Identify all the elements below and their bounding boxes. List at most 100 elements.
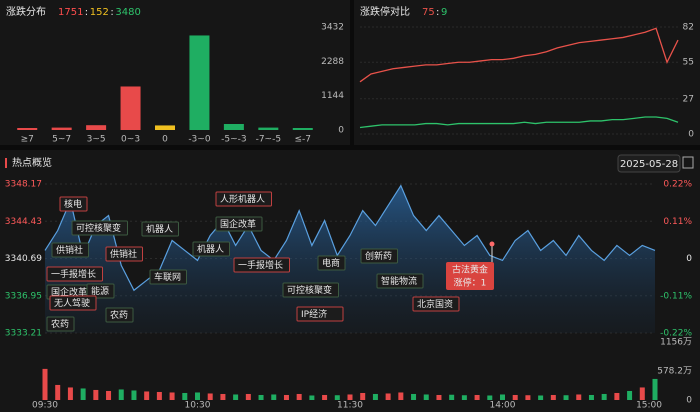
line xyxy=(359,27,679,83)
tag-label: 车联网 xyxy=(154,271,181,283)
bar xyxy=(292,128,313,130)
tag-label: 核电 xyxy=(64,198,82,210)
bar xyxy=(223,123,244,130)
volume-bar xyxy=(436,394,442,400)
tag-box[interactable] xyxy=(376,273,424,289)
tag-box[interactable] xyxy=(49,295,97,311)
x-tick-label: 14:00 xyxy=(490,401,516,411)
y2-tick-label: 0.22% xyxy=(663,180,692,190)
tag-label: 一手报增长 xyxy=(238,259,283,271)
volume-bar xyxy=(639,387,645,400)
tag-label: 供销社 xyxy=(56,244,83,256)
tag-box[interactable] xyxy=(360,248,398,264)
volume-bar xyxy=(461,395,467,400)
tag-box[interactable] xyxy=(412,296,460,312)
y-tick-label: 2288 xyxy=(321,57,344,67)
y-tick-label: 3348.17 xyxy=(5,180,42,190)
bar xyxy=(189,35,210,130)
y-tick-label: 55 xyxy=(683,58,694,68)
tag-label: 古法黄金 xyxy=(452,264,488,276)
volume-bar xyxy=(614,392,620,400)
x-tick-label: 0~3 xyxy=(121,135,140,145)
tag-box[interactable] xyxy=(105,307,134,323)
volume-bar xyxy=(283,394,289,400)
volume-tick-label: 578.2万 xyxy=(657,366,692,376)
tag-box[interactable] xyxy=(59,196,88,212)
y-tick-label: 3340.69 xyxy=(5,254,42,264)
x-tick-label: 11:30 xyxy=(337,401,363,411)
volume-bar xyxy=(271,394,277,400)
tag-label: 机器人 xyxy=(146,223,173,235)
count: 3480 xyxy=(115,7,140,18)
bar xyxy=(120,86,141,130)
tag-label: IP经济 xyxy=(301,308,327,320)
line xyxy=(44,184,656,292)
tag-box[interactable] xyxy=(86,283,115,299)
separator: : xyxy=(436,7,439,18)
date-box[interactable] xyxy=(617,154,681,173)
line xyxy=(359,116,679,129)
y-tick-label: 0 xyxy=(688,130,694,140)
tag-box[interactable] xyxy=(215,191,272,207)
volume-bar xyxy=(67,387,73,400)
panel-title: 热点概览 xyxy=(12,156,52,169)
tag-box[interactable] xyxy=(141,221,179,237)
tag-box[interactable] xyxy=(233,257,290,273)
tag-box[interactable] xyxy=(105,246,143,262)
count: 9 xyxy=(441,7,447,18)
x-tick-label: -5~-3 xyxy=(221,135,247,145)
x-tick-label: 15:00 xyxy=(636,401,662,411)
tag-box[interactable] xyxy=(215,216,263,232)
tag-label: 国企改革 xyxy=(51,286,87,298)
bar xyxy=(86,125,107,130)
volume-bar xyxy=(601,393,607,400)
tag-box[interactable] xyxy=(317,255,346,271)
tag-box[interactable] xyxy=(51,242,89,258)
tag-box[interactable] xyxy=(71,220,128,236)
volume-bar xyxy=(258,394,264,400)
x-tick-label: 10:30 xyxy=(185,401,211,411)
bar xyxy=(258,127,279,130)
volume-bar xyxy=(322,394,328,400)
date: 2025-05-28 xyxy=(620,159,678,170)
volume-bar xyxy=(144,391,150,400)
x-tick-label: 0 xyxy=(162,135,168,145)
y2-tick-label: -0.11% xyxy=(660,291,692,301)
tag-label: 可控核聚变 xyxy=(287,284,332,296)
volume-bar xyxy=(411,393,417,400)
volume-bar xyxy=(550,394,556,400)
volume-tick-label: 0 xyxy=(686,396,692,406)
tag-box[interactable] xyxy=(46,316,75,332)
y2-tick-label: -0.22% xyxy=(660,329,692,339)
volume-bar xyxy=(245,393,251,400)
x-tick-label: -7~-5 xyxy=(256,135,282,145)
calendar-icon[interactable] xyxy=(682,156,694,169)
volume-bar xyxy=(449,394,455,400)
panel-title: 涨跌分布 xyxy=(6,5,46,18)
volume-bar xyxy=(372,393,378,400)
area xyxy=(45,185,655,333)
tag-box[interactable] xyxy=(192,241,230,257)
volume-bar xyxy=(512,394,518,400)
tag-box[interactable] xyxy=(46,266,103,282)
tag-box[interactable] xyxy=(282,282,339,298)
tag-box[interactable] xyxy=(446,262,494,290)
tag-box[interactable] xyxy=(149,269,187,285)
panel xyxy=(0,0,350,145)
bar xyxy=(17,128,38,130)
tag-label: 北京国资 xyxy=(417,298,453,310)
tag-label: 智能物流 xyxy=(381,275,417,287)
volume-bar xyxy=(525,395,531,400)
tag-label: 电商 xyxy=(322,257,340,269)
volume-bar xyxy=(233,394,239,400)
volume-bar xyxy=(588,394,594,400)
tag-box[interactable] xyxy=(296,306,344,322)
y-tick-label: 1144 xyxy=(321,91,344,101)
x-tick-label: ≥7 xyxy=(21,135,34,145)
tag-label: 能源 xyxy=(91,285,109,297)
y-tick-label: 3344.43 xyxy=(5,217,42,227)
tag-label: 供销社 xyxy=(110,248,137,260)
separator: : xyxy=(110,7,113,18)
volume-bar xyxy=(182,392,188,400)
panel xyxy=(354,0,700,145)
